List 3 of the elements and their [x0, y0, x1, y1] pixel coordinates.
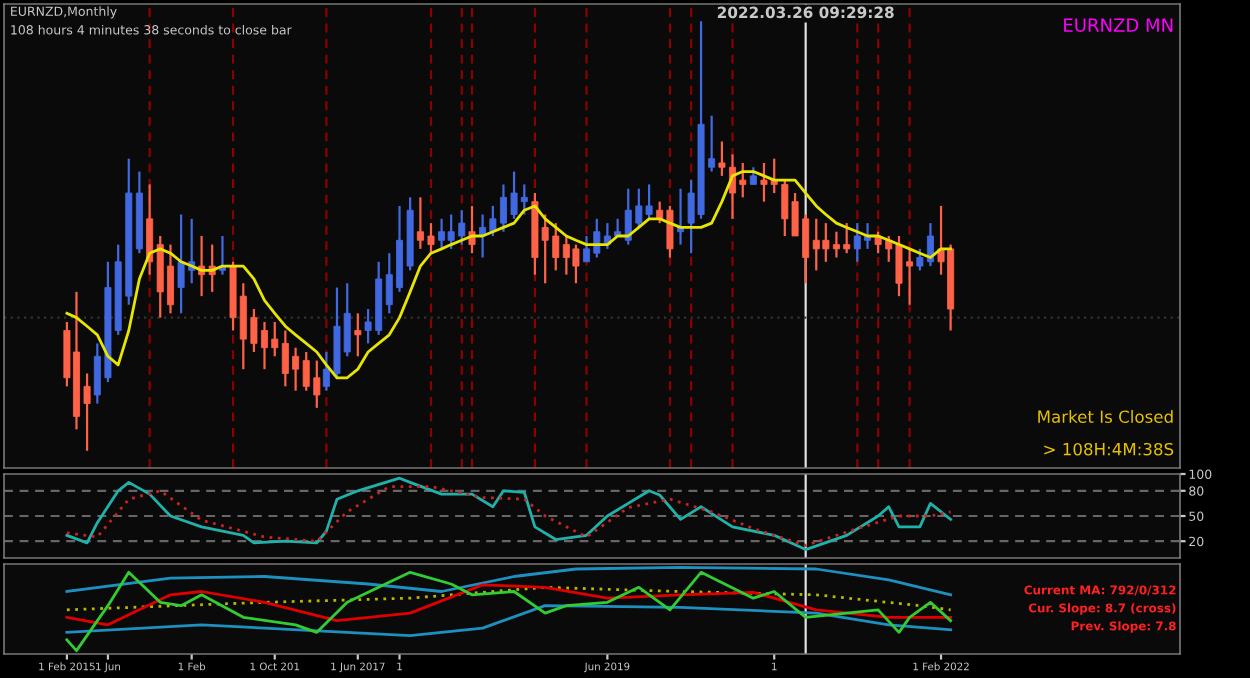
annotation: EURNZD MN [1064, 18, 1173, 32]
annotation: Market Is Closed [1038, 410, 1173, 424]
annotation: > 108H:4M:38S [1044, 442, 1174, 456]
